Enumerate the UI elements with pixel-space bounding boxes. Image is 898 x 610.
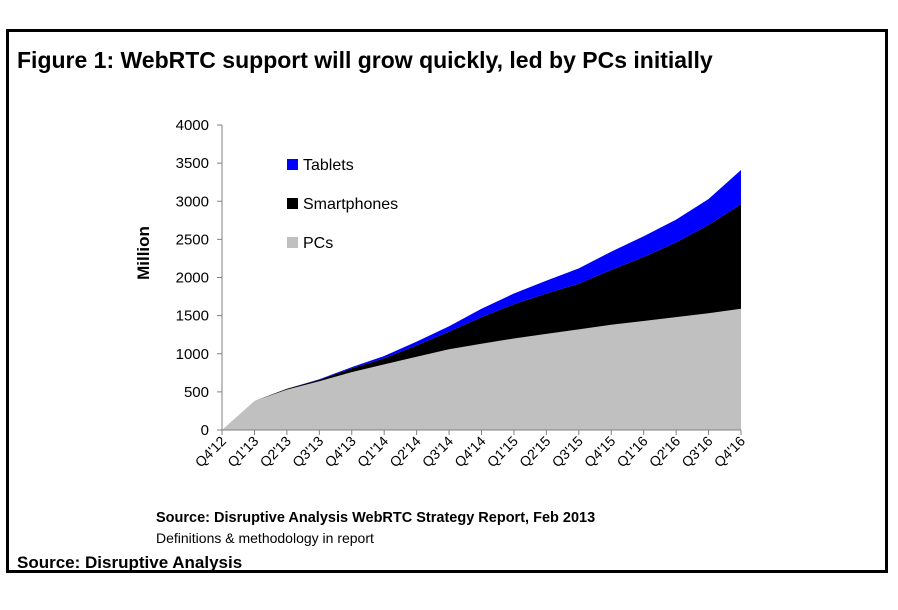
x-tick-label: Q3'16: [678, 433, 716, 471]
source-note: Source: Disruptive Analysis: [17, 553, 243, 572]
x-tick-label: Q4'12: [192, 433, 230, 471]
x-axis-ticks: Q4'12Q1'13Q2'13Q3'13Q4'13Q1'14Q2'14Q3'14…: [192, 430, 749, 471]
x-tick-label: Q2'15: [516, 433, 554, 471]
legend-swatch-smartphones: [287, 198, 298, 209]
x-tick-label: Q4'15: [581, 433, 619, 471]
x-tick-label: Q1'15: [484, 433, 522, 471]
y-tick-label: 3000: [176, 193, 209, 210]
x-tick-label: Q3'14: [419, 433, 457, 471]
legend-label-pcs: PCs: [303, 235, 333, 252]
y-tick-label: 500: [184, 384, 209, 401]
x-tick-label: Q1'16: [613, 433, 651, 471]
y-axis-label: Million: [134, 226, 153, 280]
source-report-note: Source: Disruptive Analysis WebRTC Strat…: [156, 510, 596, 526]
y-tick-label: 3500: [176, 155, 209, 172]
chart-areas: [222, 170, 741, 430]
area-series-pcs: [222, 308, 741, 430]
y-tick-label: 4000: [176, 117, 209, 134]
x-tick-label: Q3'13: [289, 433, 327, 471]
x-tick-label: Q1'13: [224, 433, 262, 471]
legend-swatch-tablets: [287, 159, 298, 170]
x-tick-label: Q1'14: [354, 433, 392, 471]
y-tick-label: 2500: [176, 231, 209, 248]
legend-swatch-pcs: [287, 237, 298, 248]
x-tick-label: Q2'14: [386, 433, 424, 471]
y-tick-label: 0: [201, 422, 209, 439]
x-tick-label: Q3'15: [549, 433, 587, 471]
chart-legend: Tablets Smartphones PCs: [287, 157, 398, 252]
x-tick-label: Q2'16: [646, 433, 684, 471]
y-tick-label: 1000: [176, 346, 209, 363]
x-tick-label: Q2'13: [257, 433, 295, 471]
x-tick-label: Q4'16: [711, 433, 749, 471]
y-tick-label: 2000: [176, 270, 209, 287]
figure-frame: [6, 29, 888, 573]
legend-label-smartphones: Smartphones: [303, 196, 398, 213]
y-tick-label: 1500: [176, 308, 209, 325]
x-tick-label: Q4'14: [451, 433, 489, 471]
legend-label-tablets: Tablets: [303, 157, 354, 174]
y-axis-ticks: 0 500 1000 1500 2000 2500 3000 3500 4000: [176, 117, 222, 439]
area-series-smartphones: [222, 204, 741, 430]
figure-title: Figure 1: WebRTC support will grow quick…: [17, 47, 713, 73]
methodology-note: Definitions & methodology in report: [156, 530, 374, 546]
x-tick-label: Q4'13: [321, 433, 359, 471]
